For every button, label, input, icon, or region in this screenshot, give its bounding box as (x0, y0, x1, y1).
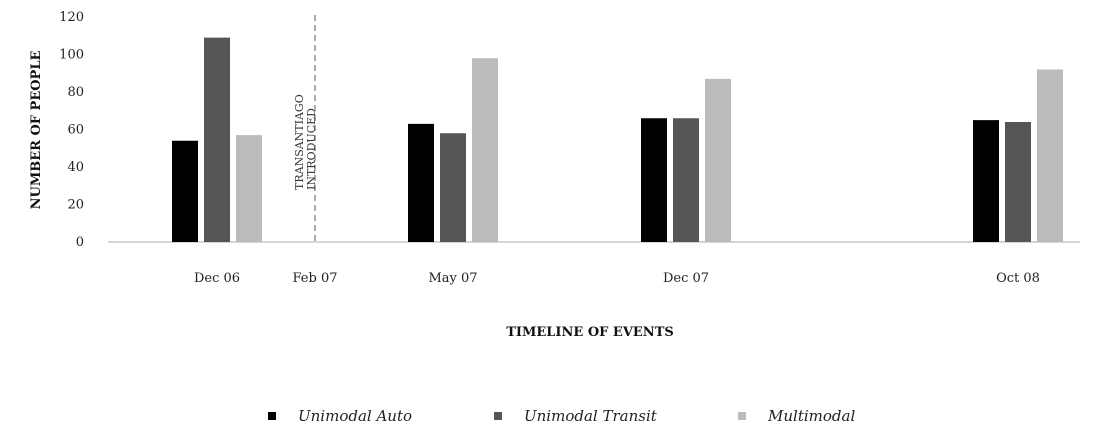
bar (1005, 122, 1031, 242)
y-tick-label: 120 (59, 10, 84, 25)
legend-label: Unimodal Transit (524, 407, 658, 425)
x-tick-label: Oct 08 (996, 271, 1040, 286)
bar (408, 123, 434, 242)
y-tick-label: 80 (67, 85, 84, 100)
x-axis-ticks: Dec 06 Feb 07 May 07 Dec 07 Oct 08 (194, 271, 1040, 286)
x-tick-label: May 07 (428, 271, 477, 286)
bar (973, 120, 999, 242)
bar (236, 135, 262, 242)
y-axis-ticks: 0 20 40 60 80 100 120 (59, 10, 84, 250)
legend-label: Multimodal (767, 407, 855, 425)
bar (705, 78, 731, 242)
event-annotation-text: TRANSANTIAGO (293, 94, 306, 190)
bar (673, 118, 699, 242)
legend: Unimodal Auto Unimodal Transit Multimodal (268, 407, 855, 425)
event-annotation: TRANSANTIAGO INTRODUCED (293, 15, 318, 242)
y-tick-label: 60 (67, 123, 84, 138)
x-tick-label: Feb 07 (293, 271, 338, 286)
bar (172, 140, 198, 242)
bar (440, 133, 466, 242)
y-tick-label: 20 (67, 198, 84, 213)
x-axis-title: TIMELINE OF EVENTS (506, 325, 674, 340)
x-tick-label: Dec 06 (194, 271, 240, 286)
y-axis-title: NUMBER OF PEOPLE (29, 51, 44, 210)
y-tick-label: 0 (76, 235, 84, 250)
legend-item: Unimodal Transit (494, 407, 658, 425)
legend-label: Unimodal Auto (298, 407, 412, 425)
bar (204, 37, 230, 242)
legend-swatch (268, 412, 276, 420)
event-annotation-text: INTRODUCED (305, 108, 318, 190)
bar (641, 118, 667, 242)
y-tick-label: 100 (59, 48, 84, 63)
y-tick-label: 40 (67, 160, 84, 175)
legend-item: Multimodal (738, 407, 855, 425)
x-tick-label: Dec 07 (663, 271, 709, 286)
legend-swatch (738, 412, 746, 420)
bars (172, 37, 1063, 242)
bar (1037, 69, 1063, 242)
legend-swatch (494, 412, 502, 420)
bar (472, 58, 498, 242)
legend-item: Unimodal Auto (268, 407, 412, 425)
